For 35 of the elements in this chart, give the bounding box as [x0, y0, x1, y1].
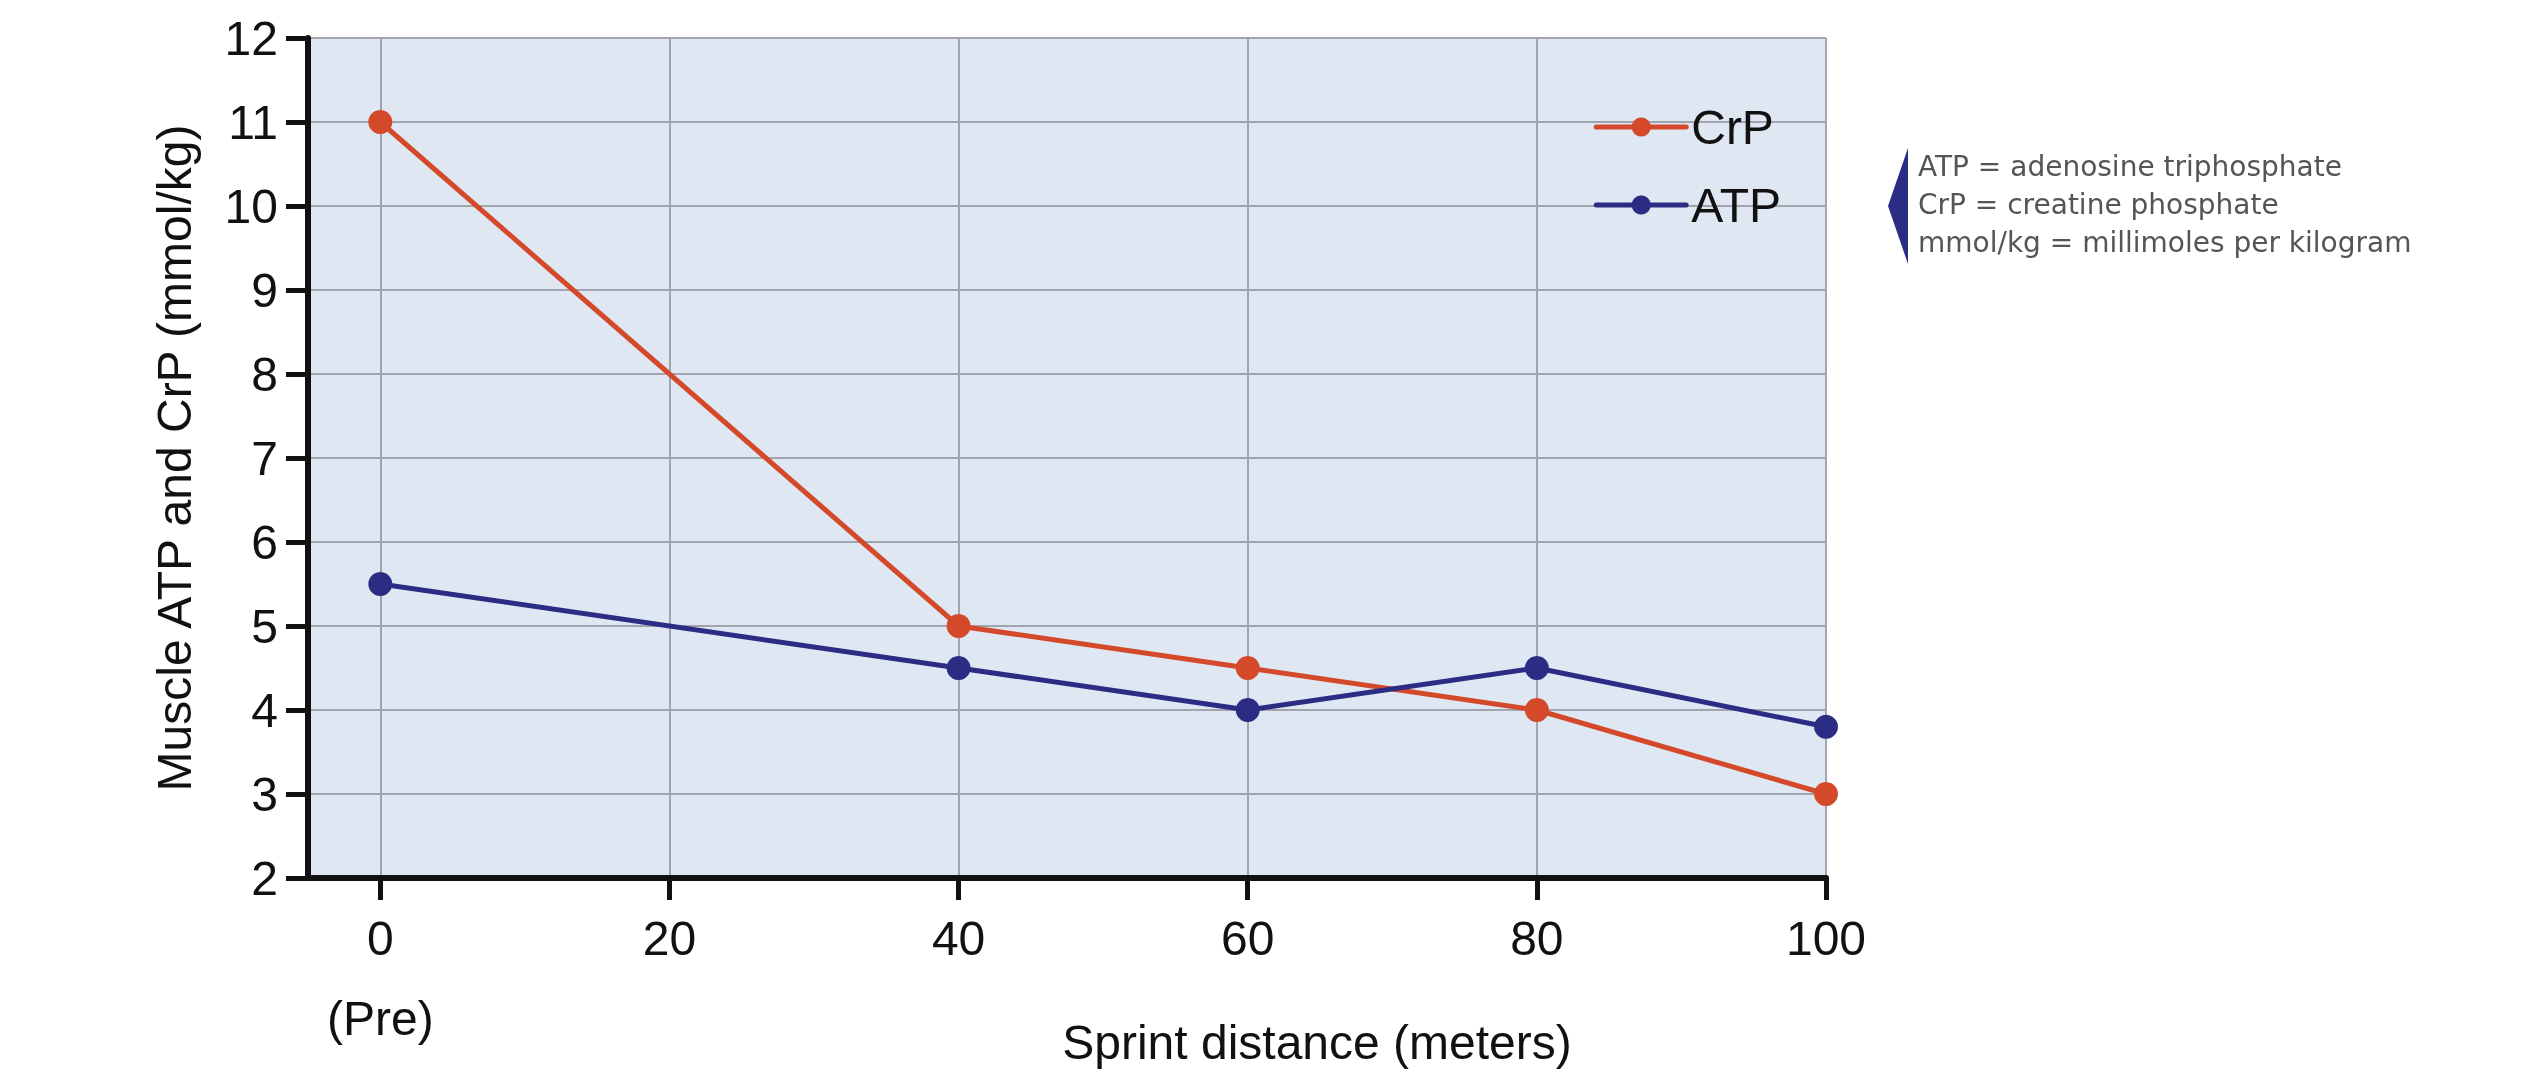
point: [946, 656, 971, 680]
x-tick-label: 80: [1510, 911, 1564, 965]
legend-label: ATP: [1691, 178, 1782, 232]
point: [1235, 698, 1260, 722]
x-tick-label: 20: [642, 911, 697, 965]
point: [946, 614, 971, 638]
y-tick-label: 6: [251, 515, 278, 569]
point: [368, 572, 393, 596]
point: [368, 110, 393, 134]
x-axis-title: Sprint distance (meters): [1062, 1015, 1572, 1069]
y-tick-label: 9: [251, 263, 278, 317]
point: [1814, 782, 1838, 806]
legend-label: CrP: [1691, 100, 1774, 154]
x-tick-label: 60: [1221, 911, 1275, 965]
y-tick-label: 5: [251, 599, 278, 653]
point: [1814, 714, 1838, 739]
x-tick-label: 0: [366, 911, 394, 965]
y-tick-label: 3: [251, 767, 278, 821]
y-tick-label: 7: [251, 431, 278, 485]
text: ATP = adenosine triphosphate: [1918, 149, 2343, 185]
y-tick-label: 12: [224, 11, 278, 65]
x-tick-label: 40: [931, 911, 986, 965]
point: [1235, 656, 1260, 680]
y-tick-label: 4: [251, 683, 278, 737]
y-tick-label: 10: [224, 179, 278, 233]
y-tick-label: 11: [228, 95, 278, 149]
y-tick-label: 8: [251, 347, 278, 401]
point: [1524, 656, 1549, 680]
point: [1524, 698, 1549, 722]
x-tick-label: 100: [1785, 911, 1867, 965]
y-axis-title: Muscle ATP and CrP (mmol/kg): [147, 124, 201, 792]
text: mmol/kg = millimoles per kilogram: [1918, 225, 2412, 261]
text: CrP = creatine phosphate: [1918, 187, 2280, 223]
y-tick-label: 2: [251, 851, 278, 905]
text: (Pre): [326, 991, 434, 1045]
